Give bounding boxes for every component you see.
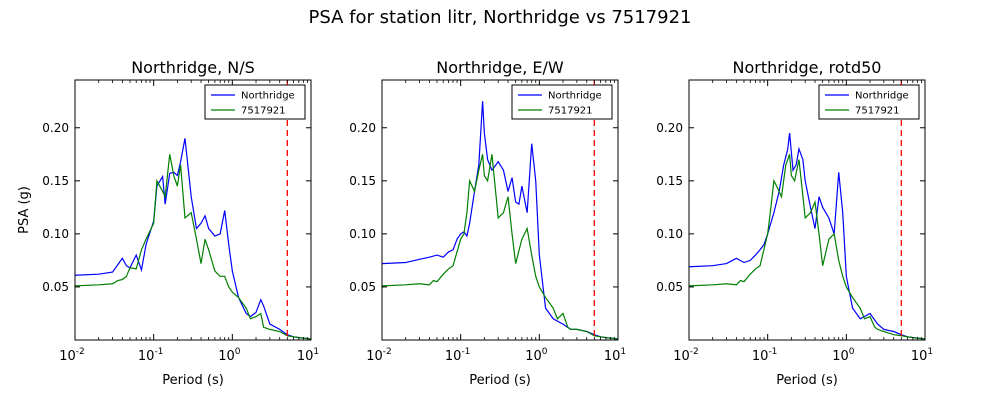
x-tick-label: 100: [218, 347, 241, 364]
legend: Northridge 7517921: [204, 84, 306, 120]
x-tick-label: 101: [911, 347, 933, 364]
chart-panel-3: 0.05 0.10 0.15 0.20 10-2 10-1 100 101 Northridge…: [656, 58, 933, 388]
legend-label-2: 7517921: [241, 106, 286, 117]
chart-panel-1: 0.05 0.10 0.15 0.20 10-2 10-1 100 101 Northridge…: [17, 58, 319, 388]
y-tick-label: 0.15: [349, 174, 376, 188]
y-tick-label: 0.20: [349, 121, 376, 135]
x-tick-label: 10-2: [366, 347, 392, 364]
legend-label-1: Northridge: [855, 91, 909, 102]
series-line-2: [689, 154, 925, 340]
legend: Northridge 7517921: [818, 84, 920, 120]
y-tick-label: 0.15: [656, 174, 683, 188]
y-tick-label: 0.05: [349, 280, 376, 294]
x-tick-label: 10-2: [673, 347, 699, 364]
series-line-1: [689, 132, 925, 340]
y-tick-label: 0.20: [656, 121, 683, 135]
chart-title: Northridge, N/S: [131, 58, 255, 77]
y-tick-label: 0.15: [42, 174, 69, 188]
x-axis-label: Period (s): [162, 373, 224, 388]
series-line-2: [75, 154, 311, 340]
series-line-2: [382, 154, 618, 340]
x-tick-label: 10-1: [445, 347, 471, 364]
plot-frame: [688, 79, 926, 341]
x-tick-label: 10-1: [138, 347, 164, 364]
figure-suptitle: PSA for station litr, Northridge vs 7517…: [308, 7, 691, 28]
legend-box: [818, 84, 920, 120]
chart-title: Northridge, E/W: [436, 58, 564, 77]
x-tick-label: 100: [832, 347, 855, 364]
x-axis-label: Period (s): [469, 373, 531, 388]
chart-title: Northridge, rotd50: [733, 58, 882, 77]
x-tick-label: 101: [297, 347, 319, 364]
y-tick-label: 0.20: [42, 121, 69, 135]
legend-label-1: Northridge: [548, 91, 602, 102]
legend-label-2: 7517921: [548, 106, 593, 117]
legend-box: [511, 84, 613, 120]
legend-label-1: Northridge: [241, 91, 295, 102]
y-axis-label: PSA (g): [17, 186, 32, 234]
x-tick-label: 10-1: [752, 347, 778, 364]
x-tick-label: 10-2: [59, 347, 85, 364]
plot-frame: [381, 79, 619, 341]
series-line-1: [75, 138, 311, 340]
series-line-1: [382, 101, 618, 340]
x-tick-label: 100: [525, 347, 548, 364]
legend-box: [204, 84, 306, 120]
plot-frame: [74, 79, 312, 341]
y-tick-label: 0.10: [42, 227, 69, 241]
y-tick-label: 0.10: [349, 227, 376, 241]
y-tick-label: 0.05: [42, 280, 69, 294]
y-tick-label: 0.10: [656, 227, 683, 241]
y-tick-label: 0.05: [656, 280, 683, 294]
x-axis-label: Period (s): [776, 373, 838, 388]
legend: Northridge 7517921: [511, 84, 613, 120]
x-tick-label: 101: [604, 347, 626, 364]
legend-label-2: 7517921: [855, 106, 900, 117]
chart-panel-2: 0.05 0.10 0.15 0.20 10-2 10-1 100 101 Northridge…: [349, 58, 626, 388]
